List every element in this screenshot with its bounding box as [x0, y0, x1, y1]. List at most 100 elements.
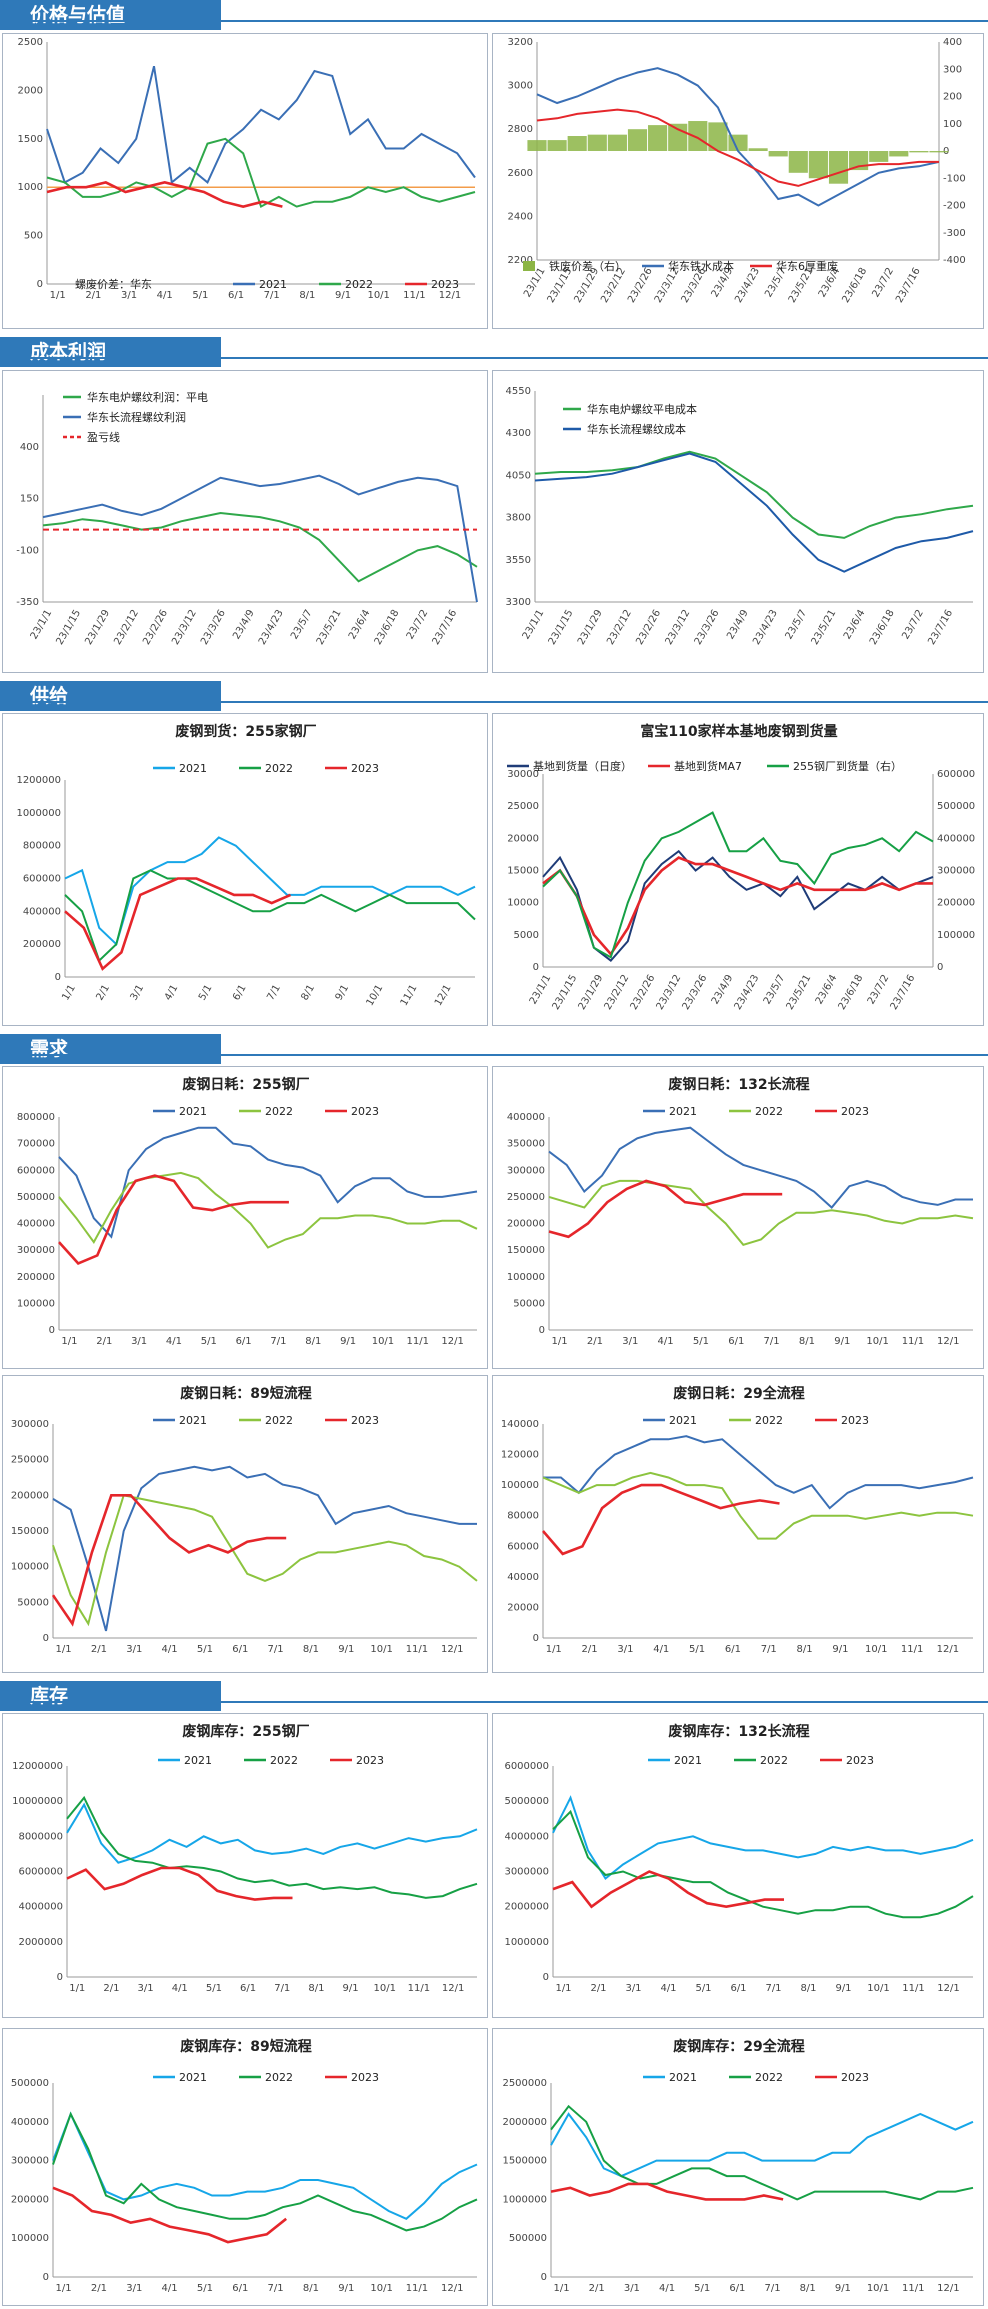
x-tick-label: 23/7/2 [405, 608, 431, 641]
series-line [548, 1126, 973, 1209]
y2-tick-label: 600000 [937, 769, 975, 780]
x-tick-label: 23/6/4 [842, 608, 868, 641]
series-line [58, 1126, 478, 1239]
x-tick-label: 23/4/23 [733, 973, 762, 1012]
x-tick-label: 23/1/1 [29, 608, 55, 641]
section-supply: 供给 [0, 681, 221, 711]
x-tick-label: 10/1 [865, 1644, 887, 1655]
y-tick-label: 200000 [23, 939, 61, 950]
x-tick-label: 23/2/26 [626, 266, 655, 305]
x-tick-label: 8/1 [797, 1644, 813, 1655]
series-line [42, 511, 478, 583]
x-tick-label: 23/1/1 [521, 608, 547, 641]
y-tick-label: 400 [20, 442, 39, 453]
legend-label: 2021 [179, 762, 207, 775]
x-tick-label: 9/1 [340, 1336, 356, 1347]
legend-label: 2022 [265, 762, 293, 775]
chart-title: 废钢日耗：29全流程 [673, 1385, 804, 1402]
legend-label: 2021 [674, 1754, 702, 1767]
series-line [58, 1171, 478, 1249]
y-tick-label: 200000 [11, 1490, 49, 1501]
y2-tick-label: -400 [943, 255, 966, 266]
x-tick-label: 7/1 [270, 1336, 286, 1347]
x-tick-label: 2/1 [582, 1644, 598, 1655]
chart-title: 废钢库存：132长流程 [668, 1723, 809, 1740]
area-bar [668, 123, 688, 151]
chart-panel-consumption-132: 废钢日耗：132长流程 0 50000 100000 150000 200000 25000… [492, 1066, 984, 1369]
legend-label: 华东电炉螺纹利润：平电 [87, 390, 208, 404]
section-divider [0, 1701, 988, 1703]
series-line [64, 877, 292, 971]
y-tick-label: 0 [533, 1633, 539, 1644]
y-tick-label: 400000 [11, 2117, 49, 2128]
x-tick-label: 6/1 [232, 1644, 248, 1655]
x-tick-label: 3/1 [129, 983, 147, 1002]
y-tick-label: 800000 [17, 1112, 55, 1123]
series-line [42, 474, 478, 603]
legend-label: 2022 [755, 1105, 783, 1118]
y-tick-label: 250000 [507, 1192, 545, 1203]
legend-label: 华东长流程螺纹成本 [587, 422, 686, 436]
y-tick-label: 1000000 [504, 1937, 549, 1948]
x-tick-label: 4/1 [653, 1644, 669, 1655]
y-tick-label: 600000 [23, 874, 61, 885]
x-tick-label: 7/1 [274, 1983, 290, 1994]
section-divider [0, 1054, 988, 1056]
area-bar [788, 151, 808, 173]
area-bar [587, 134, 607, 151]
x-tick-label: 5/1 [689, 1644, 705, 1655]
legend-label: 2023 [351, 762, 379, 775]
area-bar [567, 136, 587, 151]
chart-panel-inventory-255: 废钢库存：255钢厂 0 2000000 4000000 6000000 8000000 1… [2, 1713, 488, 2018]
y-tick-label: 0 [539, 1325, 545, 1336]
legend-label: 2021 [179, 1105, 207, 1118]
x-tick-label: 4/1 [660, 1983, 676, 1994]
x-tick-label: 7/1 [265, 983, 283, 1002]
chart-svg: -350 -100 150 400 23/1/1 23/1/15 23/1/29 23/2/1… [16, 390, 478, 647]
chart-panel-inventory-29: 废钢库存：29全流程 0 500000 1000000 1500000 2000000 25… [492, 2028, 984, 2306]
chart-panel-arrival-110: 富宝110家样本基地废钢到货量 0 5000 10000 15000 20000 25000… [492, 713, 984, 1026]
area-bar [929, 151, 949, 153]
x-tick-label: 23/3/12 [170, 608, 199, 647]
x-tick-label: 3/1 [622, 1336, 638, 1347]
y-tick-label: 500 [24, 231, 43, 242]
x-tick-label: 12/1 [937, 1336, 959, 1347]
chart-panel-inventory-132: 废钢库存：132长流程 0 1000000 2000000 3000000 4000000… [492, 1713, 984, 2018]
series-line [552, 1795, 974, 1880]
y-tick-label: 20000 [507, 1602, 539, 1613]
y-tick-label: 50000 [17, 1597, 49, 1608]
x-tick-label: 23/2/12 [605, 608, 634, 647]
series-line [66, 1802, 478, 1864]
y-tick-label: 150000 [11, 1526, 49, 1537]
x-tick-label: 9/1 [334, 983, 352, 1002]
x-tick-label: 11/1 [902, 1983, 924, 1994]
x-tick-label: 2/1 [91, 2283, 107, 2294]
y-tick-label: 1000000 [16, 808, 61, 819]
x-tick-label: 23/7/16 [889, 973, 918, 1012]
x-tick-label: 1/1 [61, 1336, 77, 1347]
series-line [542, 1471, 974, 1540]
x-tick-label: 7/1 [264, 290, 280, 301]
y-tick-label: 350000 [507, 1139, 545, 1150]
x-tick-label: 23/1/1 [522, 266, 548, 299]
x-tick-label: 23/5/21 [315, 608, 344, 647]
chart-title: 废钢日耗：89短流程 [180, 1385, 311, 1402]
y-tick-label: 800000 [23, 841, 61, 852]
x-tick-label: 7/1 [268, 1644, 284, 1655]
chart-svg: 废钢库存：132长流程 0 1000000 2000000 3000000 4000000… [504, 1723, 974, 1994]
series-line [66, 1866, 293, 1901]
chart-svg: 废钢库存：29全流程 0 500000 1000000 1500000 2000000 25… [502, 2038, 974, 2294]
y-tick-label: 300000 [17, 1245, 55, 1256]
y-tick-label: 5000000 [504, 1796, 549, 1807]
chart-panel-iron-scrap: 2200 2400 2600 2800 3000 3200 -400 -300 -200 -100… [492, 33, 984, 329]
legend-label: 盈亏线 [87, 430, 120, 444]
x-tick-label: 2/1 [85, 290, 101, 301]
legend-label: 2022 [265, 1105, 293, 1118]
series-line [52, 1465, 477, 1632]
x-tick-label: 7/1 [765, 1983, 781, 1994]
y-tick-label: 400000 [17, 1219, 55, 1230]
legend-label: 2022 [755, 2071, 783, 2084]
x-tick-label: 9/1 [335, 290, 351, 301]
series-line [64, 869, 476, 963]
